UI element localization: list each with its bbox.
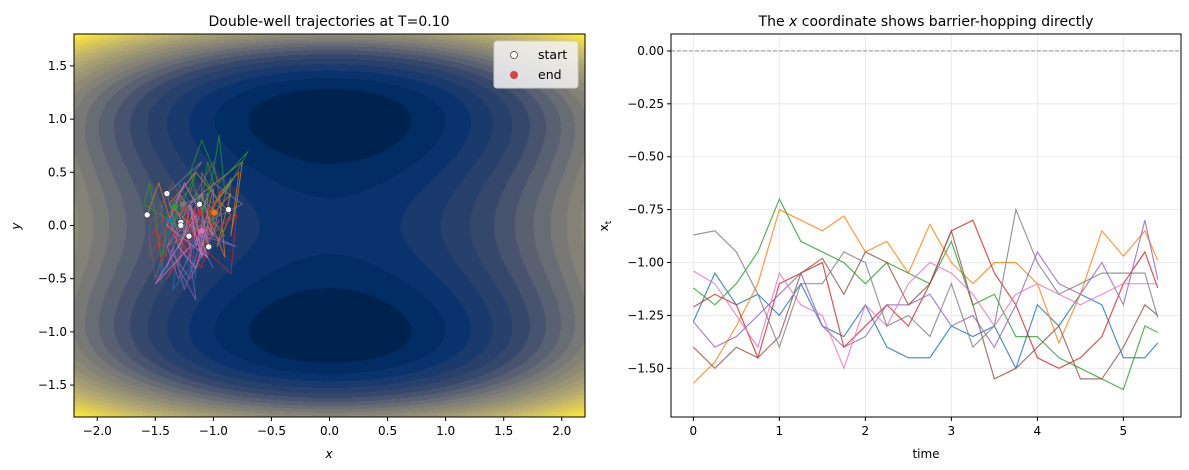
end-marker	[180, 201, 187, 208]
y-tick-label: 0.00	[637, 44, 664, 58]
y-tick-label: −0.75	[627, 203, 664, 217]
end-marker	[166, 217, 173, 224]
start-marker	[205, 243, 213, 251]
series-line	[692, 220, 1159, 349]
end-marker	[211, 209, 218, 216]
trajectory-lines	[143, 134, 249, 301]
start-marker	[225, 206, 232, 213]
right-grid	[671, 34, 1181, 417]
end-marker	[181, 206, 188, 213]
series-line	[693, 261, 1158, 371]
x-tick-label: −2.0	[83, 424, 112, 438]
start-marker	[163, 190, 171, 197]
legend-end-marker	[510, 71, 518, 79]
legend: start end	[493, 40, 579, 89]
series-line	[693, 207, 1159, 349]
y-tick-label: 1.5	[48, 59, 67, 73]
left-ylabel: y	[9, 222, 23, 231]
series-line	[693, 219, 1159, 370]
left-ticks: −2.0 −1.5 −1.0 −0.5 0.0 0.5 1.0 1.5 2.0 −1.5 −1.0 −…	[38, 59, 571, 438]
end-marker	[172, 203, 179, 210]
y-tick-label: −0.25	[627, 97, 664, 111]
y-tick-label: −1.00	[627, 256, 664, 270]
x-tick-label: 0	[690, 424, 698, 438]
end-marker	[201, 233, 208, 240]
y-tick-label: −0.5	[38, 272, 67, 286]
series-line	[692, 228, 1159, 380]
y-tick-label: −1.50	[627, 361, 664, 375]
y-tick-label: 0.0	[48, 219, 67, 233]
start-end-markers	[143, 190, 232, 251]
left-axes-frame	[73, 33, 586, 418]
legend-start-marker	[510, 51, 518, 59]
right-ticks: 0 1 2 3 4 5 0.00 −0.25 −0.50 −0.75 −1.00 −1.25 −1.50	[627, 44, 1127, 438]
right-axes-frame	[670, 33, 1182, 418]
end-marker	[196, 209, 203, 216]
x-coordinate-series	[692, 197, 1159, 391]
x-tick-label: 1.5	[494, 424, 513, 438]
legend-start-label: start	[538, 47, 567, 62]
x-tick-label: 2	[862, 424, 870, 438]
x-tick-label: −1.0	[199, 424, 228, 438]
left-xlabel: x	[324, 447, 333, 461]
start-marker	[177, 222, 185, 229]
y-tick-label: 0.5	[48, 165, 67, 179]
x-tick-label: 0.5	[378, 424, 397, 438]
left-title: Double-well trajectories at T=0.10	[208, 14, 449, 30]
right-axes: 0 1 2 3 4 5 0.00 −0.25 −0.50 −0.75 −1.00 −1.25 −1.50…	[597, 14, 1182, 461]
x-tick-label: 3	[948, 424, 956, 438]
y-tick-label: −1.25	[627, 308, 664, 322]
series-line	[692, 208, 1159, 384]
x-tick-label: 0.0	[320, 424, 339, 438]
x-tick-label: −1.5	[141, 424, 170, 438]
right-ylabel: xt	[597, 220, 614, 231]
x-tick-label: −0.5	[257, 424, 286, 438]
y-tick-label: −1.5	[38, 378, 67, 392]
x-tick-label: 4	[1034, 424, 1042, 438]
y-tick-label: 1.0	[48, 112, 67, 126]
series-line	[692, 197, 1159, 391]
left-axes: −2.0 −1.5 −1.0 −0.5 0.0 0.5 1.0 1.5 2.0 −1.5 −1.0 −…	[9, 14, 586, 461]
y-tick-label: −0.50	[627, 150, 664, 164]
right-title: The x coordinate shows barrier-hopping d…	[758, 14, 1094, 30]
right-xlabel: time	[912, 447, 939, 461]
legend-end-label: end	[538, 67, 562, 82]
x-tick-label: 1	[776, 424, 784, 438]
x-tick-label: 2.0	[552, 424, 571, 438]
start-marker	[196, 200, 203, 208]
x-tick-label: 5	[1120, 424, 1128, 438]
start-marker	[185, 232, 193, 240]
end-marker	[198, 227, 205, 234]
y-tick-label: −1.0	[38, 325, 67, 339]
trajectory-line	[165, 161, 244, 249]
x-tick-label: 1.0	[436, 424, 455, 438]
start-marker	[143, 211, 151, 219]
